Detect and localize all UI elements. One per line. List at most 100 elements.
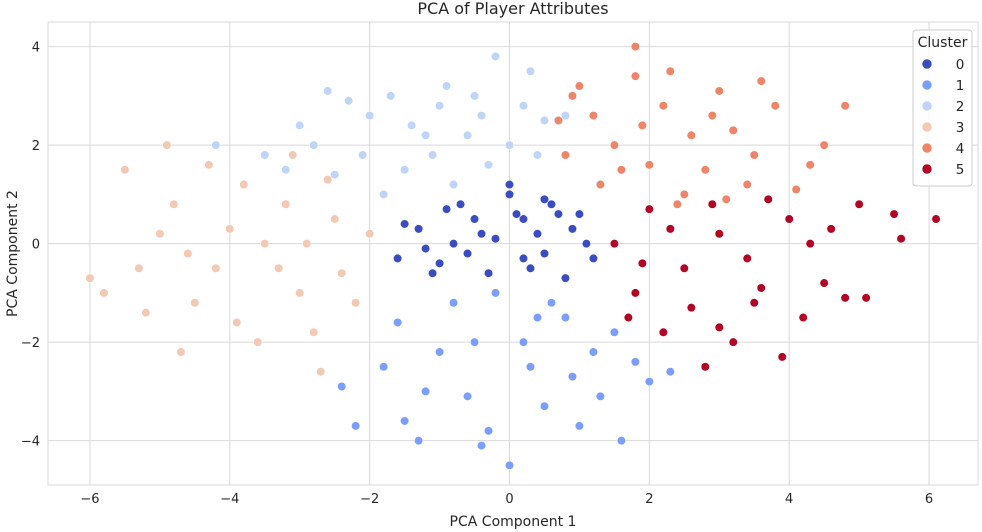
scatter-point-cluster-0: [518, 253, 529, 264]
scatter-point-cluster-5: [609, 239, 619, 249]
scatter-point-cluster-2: [448, 179, 459, 190]
scatter-point-cluster-1: [532, 312, 543, 323]
scatter-point-cluster-1: [476, 440, 487, 451]
scatter-point-cluster-5: [679, 263, 689, 273]
scatter-point-cluster-3: [162, 140, 172, 150]
legend-marker-1: [921, 79, 933, 91]
scatter-point-cluster-0: [581, 239, 592, 249]
scatter-point-cluster-2: [469, 91, 480, 101]
scatter-point-cluster-1: [483, 426, 494, 436]
scatter-point-cluster-3: [323, 175, 333, 185]
scatter-point-cluster-2: [490, 51, 501, 62]
scatter-point-cluster-5: [728, 337, 738, 347]
scatter-point-cluster-1: [462, 391, 473, 401]
scatter-point-cluster-3: [141, 308, 151, 318]
x-tick-label: 0: [505, 492, 513, 507]
scatter-point-cluster-3: [99, 288, 109, 298]
scatter-point-cluster-0: [476, 229, 487, 239]
scatter-point-cluster-3: [176, 347, 186, 357]
scatter-point-cluster-2: [323, 86, 333, 96]
scatter-point-cluster-3: [169, 199, 179, 209]
scatter-point-cluster-3: [337, 268, 347, 278]
scatter-point-cluster-0: [490, 234, 501, 244]
legend-marker-4: [921, 142, 933, 154]
scatter-point-cluster-2: [532, 150, 543, 160]
scatter-point-cluster-0: [427, 268, 438, 278]
x-axis-title: PCA Component 1: [450, 514, 577, 530]
scatter-point-cluster-1: [504, 460, 515, 470]
legend-title: Cluster: [918, 35, 968, 51]
scatter-point-cluster-0: [588, 253, 599, 264]
scatter-point-cluster-5: [826, 224, 836, 234]
scatter-point-cluster-4: [609, 140, 619, 150]
scatter-point-cluster-5: [854, 199, 864, 209]
scatter-point-cluster-1: [539, 401, 550, 411]
scatter-point-cluster-4: [630, 42, 640, 52]
legend-marker-2: [921, 100, 933, 112]
scatter-point-cluster-2: [407, 120, 417, 131]
scatter-point-cluster-5: [784, 214, 794, 224]
scatter-point-cluster-1: [546, 298, 557, 308]
scatter-point-cluster-3: [351, 298, 361, 308]
scatter-point-cluster-4: [686, 130, 696, 140]
legend-label-5: 5: [956, 162, 965, 178]
scatter-point-cluster-4: [749, 150, 759, 160]
scatter-point-cluster-0: [546, 199, 557, 209]
scatter-point-cluster-3: [288, 150, 298, 160]
scatter-point-cluster-5: [798, 312, 808, 323]
scatter-point-cluster-3: [281, 199, 291, 209]
scatter-point-cluster-4: [679, 189, 689, 199]
scatter-point-cluster-0: [414, 224, 424, 234]
y-axis-title: PCA Component 2: [5, 190, 21, 317]
scatter-point-cluster-5: [749, 298, 759, 308]
scatter-point-cluster-4: [574, 81, 585, 91]
scatter-point-cluster-2: [420, 130, 431, 140]
scatter-point-cluster-4: [728, 125, 738, 135]
scatter-point-cluster-5: [805, 239, 815, 249]
x-tick-label: −4: [220, 492, 239, 507]
x-tick-label: −2: [360, 492, 379, 507]
scatter-point-cluster-3: [239, 179, 249, 190]
scatter-point-cluster-2: [260, 150, 270, 160]
scatter-point-cluster-5: [700, 362, 710, 372]
scatter-point-cluster-2: [518, 101, 529, 111]
scatter-point-cluster-5: [714, 229, 724, 239]
scatter-point-cluster-4: [560, 150, 571, 160]
scatter-point-cluster-1: [337, 381, 347, 392]
scatter-point-cluster-5: [861, 293, 871, 303]
scatter-point-cluster-3: [309, 327, 319, 337]
x-tick-label: 6: [925, 492, 933, 507]
y-tick-label: 4: [32, 41, 40, 56]
scatter-point-cluster-3: [260, 239, 270, 249]
scatter-point-cluster-3: [295, 288, 305, 298]
scatter-point-cluster-3: [85, 273, 95, 283]
scatter-point-cluster-1: [518, 337, 529, 347]
scatter-point-cluster-0: [420, 243, 431, 254]
scatter-point-cluster-0: [462, 248, 473, 259]
scatter-point-cluster-1: [616, 436, 626, 446]
scatter-point-cluster-4: [840, 101, 850, 111]
scatter-point-cluster-5: [630, 288, 640, 298]
scatter-point-cluster-1: [434, 347, 445, 357]
scatter-point-cluster-0: [441, 204, 452, 214]
scatter-point-cluster-4: [553, 115, 564, 126]
scatter-point-cluster-2: [427, 150, 438, 160]
scatter-point-cluster-4: [714, 86, 724, 96]
scatter-point-cluster-3: [316, 367, 326, 377]
scatter-point-cluster-4: [707, 110, 717, 121]
scatter-point-cluster-1: [609, 327, 619, 337]
scatter-point-cluster-1: [588, 347, 599, 357]
scatter-point-cluster-4: [658, 101, 668, 111]
scatter-point-cluster-0: [539, 248, 550, 259]
scatter-point-cluster-0: [553, 209, 564, 219]
scatter-point-cluster-1: [469, 337, 480, 347]
scatter-point-cluster-4: [588, 110, 599, 121]
scatter-point-cluster-1: [644, 376, 654, 387]
scatter-point-cluster-3: [134, 263, 144, 273]
scatter-point-cluster-2: [365, 110, 375, 121]
scatter-point-cluster-3: [253, 337, 263, 347]
scatter-point-cluster-5: [644, 204, 654, 214]
scatter-point-cluster-0: [560, 273, 571, 283]
scatter-point-cluster-1: [414, 436, 424, 446]
